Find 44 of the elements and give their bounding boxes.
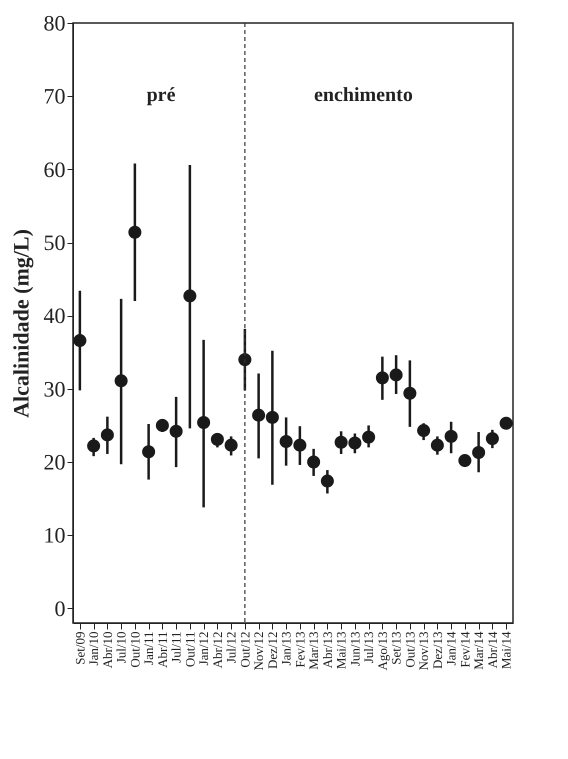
annotation: pré xyxy=(146,84,176,106)
x-tick-label: Dez/12 xyxy=(264,632,280,670)
x-tick-label: Out/11 xyxy=(182,632,198,668)
y-tick-label: 50 xyxy=(44,230,66,256)
y-tick-label: 70 xyxy=(44,84,66,109)
x-tick-label: Jul/11 xyxy=(168,632,184,663)
x-tick-label: Fev/13 xyxy=(292,632,308,668)
x-tick-label: Out/13 xyxy=(402,632,418,668)
x-tick-label: Jan/14 xyxy=(444,631,459,666)
x-tick-label: Set/09 xyxy=(72,632,88,665)
y-tick-label: 40 xyxy=(44,303,66,328)
x-tick-label: Nov/13 xyxy=(416,632,432,670)
x-tick-label: Out/10 xyxy=(127,632,142,668)
x-tick-label: Fev/14 xyxy=(457,631,472,668)
x-tick-label: Dez/13 xyxy=(430,632,445,670)
x-tick-label: Mai/13 xyxy=(334,632,349,670)
y-tick-label: 30 xyxy=(44,376,66,402)
y-tick-label: 60 xyxy=(44,156,66,182)
x-tick-label: Jan/10 xyxy=(86,632,102,666)
y-axis-title: Alcalinidade (mg/L) xyxy=(8,229,34,418)
x-tick-label: Mar/13 xyxy=(306,632,322,670)
x-tick-label: Ago/13 xyxy=(374,632,390,670)
y-tick-label: 20 xyxy=(44,450,66,475)
x-tick-label: Mai/14 xyxy=(498,631,514,670)
x-tick-label: Jul/13 xyxy=(361,632,376,664)
y-tick-label: 0 xyxy=(54,596,66,621)
x-tick-label: Jan/11 xyxy=(141,632,156,665)
x-tick-label: Mar/14 xyxy=(471,631,486,670)
x-tick-label: Jul/12 xyxy=(224,632,239,664)
x-tick-label: Set/13 xyxy=(388,632,404,665)
x-tick-label: Abr/14 xyxy=(484,631,500,668)
x-tick-label: Abr/10 xyxy=(100,632,115,668)
x-tick-label: Nov/12 xyxy=(251,632,266,670)
y-tick-label: 10 xyxy=(44,522,66,548)
x-tick-label: Abr/12 xyxy=(210,632,225,668)
x-tick-label: Abr/13 xyxy=(320,632,335,668)
x-tick-label: Jun/13 xyxy=(347,632,362,666)
y-tick-label: 80 xyxy=(44,10,66,36)
x-tick-label: Jul/10 xyxy=(114,632,129,664)
x-tick-label: Jan/13 xyxy=(278,632,294,666)
annotation: enchimento xyxy=(314,84,413,106)
x-tick-label: Abr/11 xyxy=(154,632,170,668)
x-tick-label: Out/12 xyxy=(237,632,252,668)
x-tick-label: Jan/12 xyxy=(196,632,212,666)
